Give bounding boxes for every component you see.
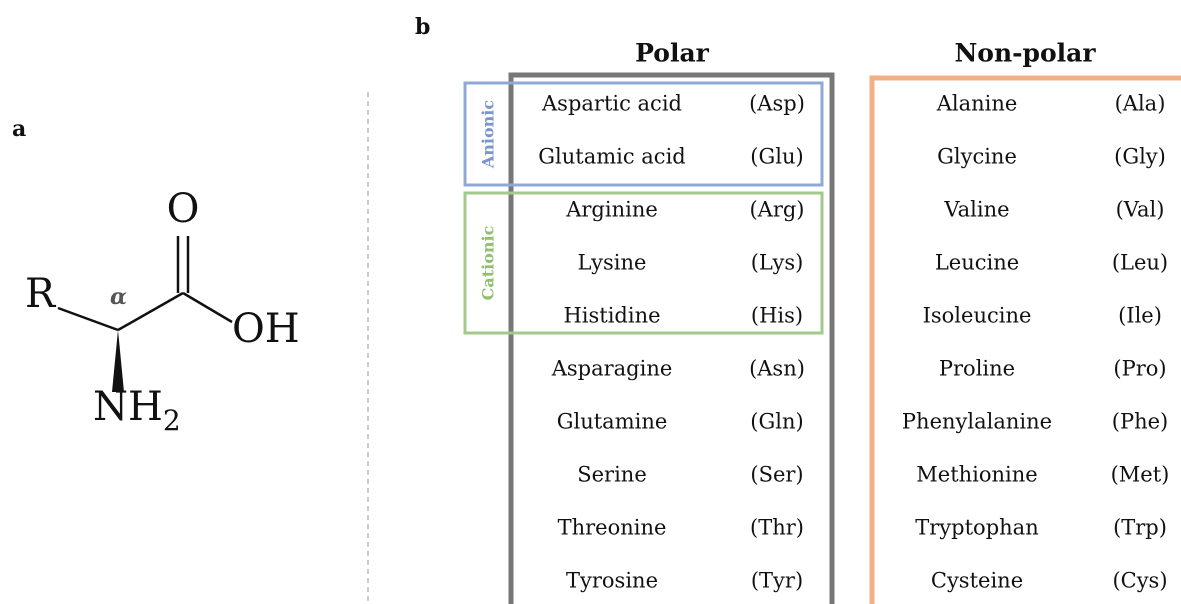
group-label: Anionic	[479, 100, 498, 170]
cationic-box	[463, 191, 824, 335]
panel-label: a	[12, 116, 26, 142]
atom: OH	[232, 306, 300, 352]
amino-acid-code: (Asn)	[749, 357, 805, 381]
amino-acid-code: (Ile)	[1118, 304, 1162, 328]
amino-acid-name: Arginine	[565, 198, 658, 222]
subscript: 2	[163, 404, 181, 437]
amino-acid-code: (Lys)	[751, 251, 804, 275]
amino-acid-code: (Ala)	[1115, 92, 1166, 116]
amino-acid-name: Isoleucine	[923, 304, 1032, 328]
amino-acid-name: Proline	[939, 357, 1015, 381]
amino-acid-name: Cysteine	[931, 569, 1023, 593]
amino-acid-name: Glutamine	[557, 410, 668, 434]
amino-acid-name: Serine	[577, 463, 647, 487]
amino-acid-name: Glutamic acid	[538, 145, 685, 169]
amino-acid-code: (Met)	[1111, 463, 1170, 487]
amino-acid-name: Asparagine	[551, 357, 673, 381]
atom: NH2	[93, 384, 181, 437]
amino-acid-code: (Cys)	[1112, 569, 1167, 593]
amino-acid-code: (Glu)	[750, 145, 803, 169]
amino-acid-code: (Phe)	[1112, 410, 1168, 434]
amino-acid-code: (Leu)	[1112, 251, 1168, 275]
anionic-box	[463, 81, 824, 187]
amino-acid-code: (Asp)	[749, 92, 805, 116]
atom: R	[25, 271, 57, 317]
atom: O	[167, 186, 200, 232]
amino-acid-code: (Trp)	[1113, 516, 1167, 540]
alpha: α	[110, 284, 127, 310]
amino-acid-code: (Thr)	[750, 516, 804, 540]
amino-acid-code: (Pro)	[1113, 357, 1166, 381]
header: Non-polar	[954, 39, 1096, 68]
amino-acid-code: (Tyr)	[751, 569, 803, 593]
panel-label: b	[415, 14, 430, 40]
amino-acid-name: Tryptophan	[915, 516, 1038, 540]
amino-acid-name: Alanine	[936, 92, 1018, 116]
amino-acid-name: Glycine	[937, 145, 1017, 169]
header: Polar	[635, 39, 709, 68]
amino-acid-code: (Gly)	[1114, 145, 1166, 169]
amino-acid-code: (His)	[751, 304, 803, 328]
amino-acid-name: Lysine	[578, 251, 647, 275]
amino-acid-code: (Val)	[1116, 198, 1165, 222]
amino-acid-name: Methionine	[916, 463, 1037, 487]
amino-acid-name: Valine	[943, 198, 1009, 222]
amino-acid-name: Phenylalanine	[902, 410, 1052, 434]
amino-acid-name: Threonine	[558, 516, 667, 540]
amino-acid-code: (Ser)	[750, 463, 803, 487]
group-label: Cationic	[479, 225, 498, 300]
polar-box	[508, 72, 835, 604]
nonpolar-box	[869, 75, 1181, 604]
wedge-bond	[112, 330, 124, 392]
atom: NH	[93, 384, 163, 430]
amino-acid-code: (Arg)	[749, 198, 804, 222]
amino-acid-code: (Gln)	[750, 410, 803, 434]
amino-acid-name: Leucine	[935, 251, 1019, 275]
amino-acid-name: Tyrosine	[566, 569, 658, 593]
amino-acid-name: Histidine	[563, 304, 660, 328]
bonds	[57, 236, 233, 332]
amino-acid-name: Aspartic acid	[541, 92, 682, 116]
